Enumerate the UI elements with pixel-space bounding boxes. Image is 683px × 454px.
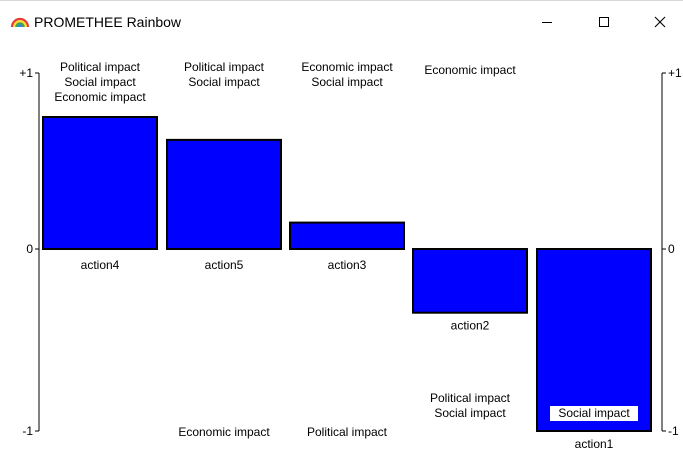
category-label-action3: action3 — [328, 258, 367, 272]
criterion-label-below: Social impact — [434, 406, 506, 420]
y-tick-label-left: 0 — [26, 242, 33, 256]
criterion-label-below: Social impact — [558, 406, 630, 420]
criterion-label-below: Economic impact — [178, 425, 270, 439]
bar-action4 — [42, 116, 158, 250]
criterion-label-above: Social impact — [188, 75, 260, 89]
criterion-label-above: Political impact — [60, 60, 141, 74]
criterion-label-above: Social impact — [311, 75, 383, 89]
bar-action3 — [289, 221, 405, 251]
minimize-icon — [541, 16, 553, 28]
y-tick-label-right: 0 — [668, 242, 675, 256]
title-bar-border — [0, 0, 683, 1]
close-button[interactable] — [637, 0, 683, 44]
minimize-button[interactable] — [524, 0, 570, 44]
y-tick-label-right: +1 — [668, 66, 682, 80]
maximize-button[interactable] — [581, 0, 627, 44]
criterion-label-above: Economic impact — [54, 90, 146, 104]
window-title: PROMETHEE Rainbow — [34, 14, 182, 30]
criterion-label-above: Economic impact — [424, 63, 516, 77]
category-label-action2: action2 — [451, 319, 490, 333]
maximize-icon — [598, 16, 610, 28]
bar-action2 — [412, 248, 528, 314]
criterion-label-above: Economic impact — [301, 60, 393, 74]
category-label-action1: action1 — [575, 437, 614, 451]
rainbow-icon — [10, 11, 30, 31]
criterion-label-above: Political impact — [184, 60, 265, 74]
criterion-label-below: Political impact — [430, 391, 511, 405]
category-label-action5: action5 — [205, 258, 244, 272]
bar-action1 — [536, 248, 652, 432]
y-tick-label-right: -1 — [668, 424, 679, 438]
y-tick-label-left: -1 — [22, 424, 33, 438]
close-icon — [654, 16, 666, 28]
bar-action5 — [166, 138, 282, 250]
criterion-label-bg — [550, 406, 638, 421]
criterion-label-below: Political impact — [307, 425, 388, 439]
category-label-action4: action4 — [81, 258, 120, 272]
y-tick-label-left: +1 — [19, 66, 33, 80]
criterion-label-above: Social impact — [64, 75, 136, 89]
title-bar[interactable]: PROMETHEE Rainbow — [0, 0, 683, 44]
